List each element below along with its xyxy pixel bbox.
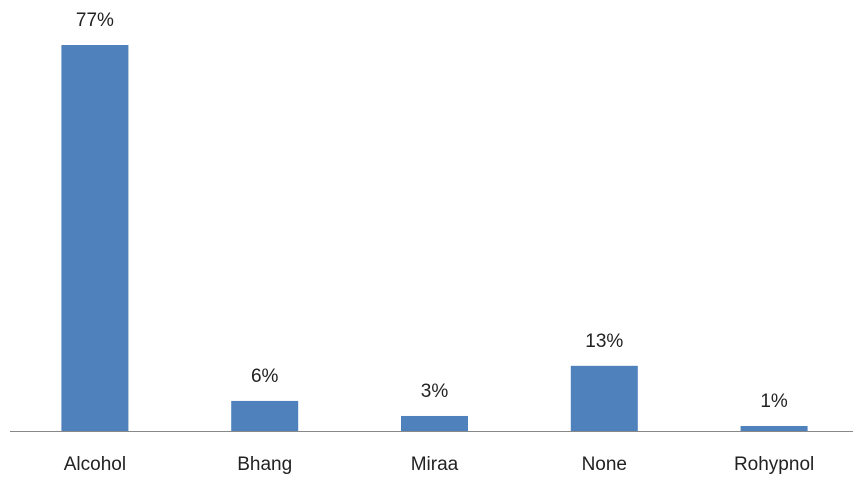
x-tick-label: None <box>582 454 627 475</box>
x-tick-label: Bhang <box>237 454 292 475</box>
bar <box>740 425 808 431</box>
data-label: 6% <box>251 366 279 387</box>
data-label: 1% <box>760 391 788 412</box>
x-tick-label: Rohypnol <box>734 454 814 475</box>
data-label: 3% <box>421 381 449 402</box>
bar <box>231 400 299 431</box>
bar <box>401 415 468 431</box>
bar <box>570 365 638 431</box>
data-label: 13% <box>585 331 623 352</box>
bar <box>61 45 129 431</box>
data-label: 77% <box>76 10 114 31</box>
x-tick-label: Miraa <box>411 454 459 475</box>
x-tick-label: Alcohol <box>64 454 126 475</box>
